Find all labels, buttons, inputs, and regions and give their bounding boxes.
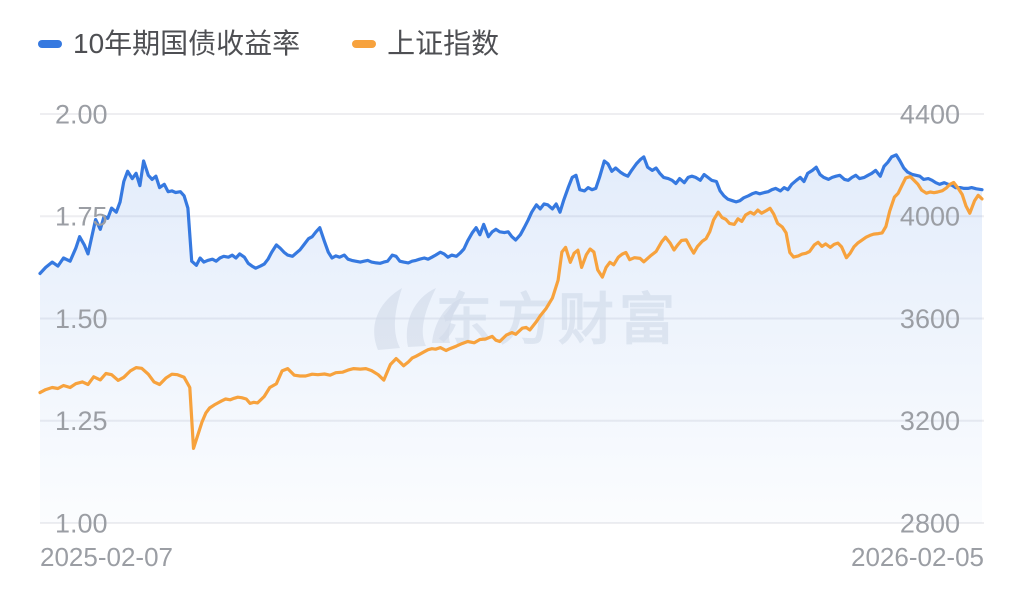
x-axis-end-date: 2026-02-05: [851, 542, 984, 572]
series-layer: [38, 153, 984, 523]
y-left-tick: 1.75: [55, 202, 108, 232]
y-right-tick: 3200: [900, 406, 960, 436]
y-left-tick: 2.00: [55, 99, 108, 129]
y-left-tick: 1.00: [55, 508, 108, 538]
legend-item-shanghai-index[interactable]: 上证指数: [352, 30, 499, 58]
y-left-tick: 1.25: [55, 406, 108, 436]
y-left-tick: 1.50: [55, 304, 108, 334]
x-axis-start-date: 2025-02-07: [40, 542, 173, 572]
y-right-tick: 3600: [900, 304, 960, 334]
legend-label-treasury-yield: 10年期国债收益率: [73, 28, 301, 59]
legend-label-shanghai-index: 上证指数: [387, 28, 500, 59]
legend: 10年期国债收益率 上证指数: [38, 30, 499, 58]
x-axis-labels: 2025-02-07 2026-02-05: [40, 542, 984, 572]
legend-marker-treasury-yield: [38, 40, 62, 48]
y-axis-left-labels: 2.00 1.75 1.50 1.25 1.00: [55, 99, 108, 538]
y-right-tick: 4000: [900, 202, 960, 232]
y-axis-right-labels: 4400 4000 3600 3200 2800: [900, 99, 960, 538]
legend-item-treasury-yield[interactable]: 10年期国债收益率: [38, 30, 300, 58]
legend-marker-shanghai-index: [352, 40, 377, 48]
y-right-tick: 2800: [900, 508, 960, 538]
series-line-0[interactable]: [38, 153, 984, 276]
series-area-0: [40, 154, 982, 523]
y-right-tick: 4400: [900, 99, 960, 129]
series-line-1[interactable]: [38, 175, 984, 450]
